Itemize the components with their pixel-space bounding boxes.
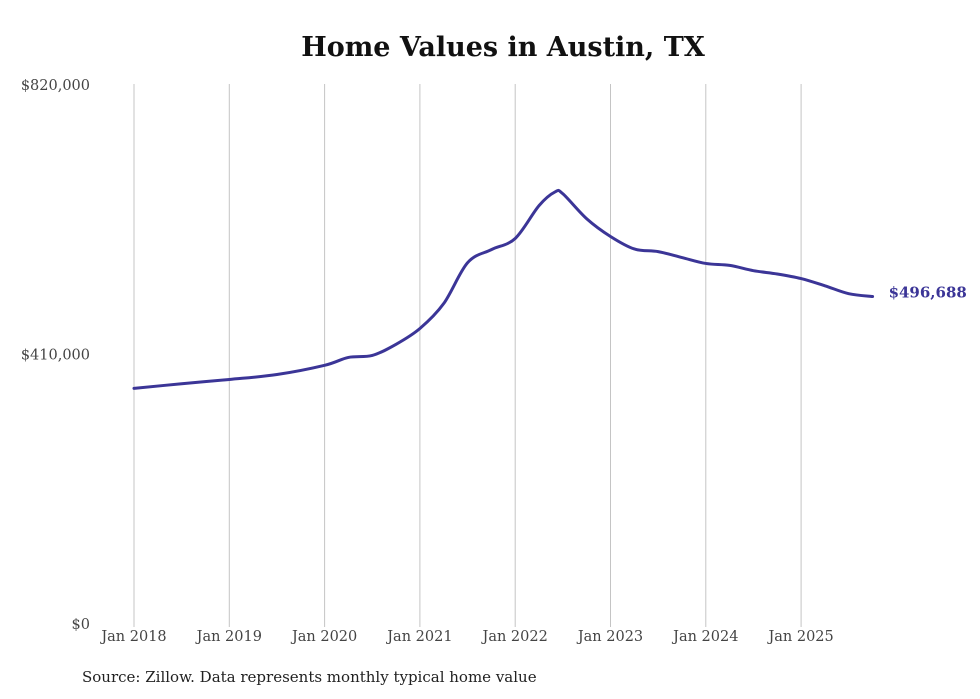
x-tick-label: Jan 2018 [99, 629, 166, 645]
y-tick-label: $820,000 [21, 78, 90, 94]
y-tick-label: $0 [72, 617, 90, 633]
grid-lines [133, 84, 802, 627]
y-tick-label: $410,000 [21, 348, 90, 364]
series-line [132, 188, 875, 390]
x-tick-label: Jan 2022 [481, 629, 548, 645]
source-note: Source: Zillow. Data represents monthly … [82, 668, 537, 686]
series-group: $496,688 [132, 188, 967, 390]
x-tick-label: Jan 2023 [576, 629, 643, 645]
x-axis-ticks: Jan 2018 Jan 2019 Jan 2020 Jan 2021 Jan 2022… [99, 629, 833, 645]
x-tick-label: Jan 2025 [766, 629, 833, 645]
end-value-label: $496,688 [889, 284, 967, 302]
y-axis-ticks: $0 $410,000 $820,000 [21, 78, 90, 633]
x-tick-label: Jan 2019 [195, 629, 262, 645]
x-tick-label: Jan 2020 [290, 629, 357, 645]
x-tick-label: Jan 2021 [385, 629, 452, 645]
x-tick-label: Jan 2024 [671, 629, 738, 645]
chart-title: Home Values in Austin, TX [301, 32, 705, 63]
